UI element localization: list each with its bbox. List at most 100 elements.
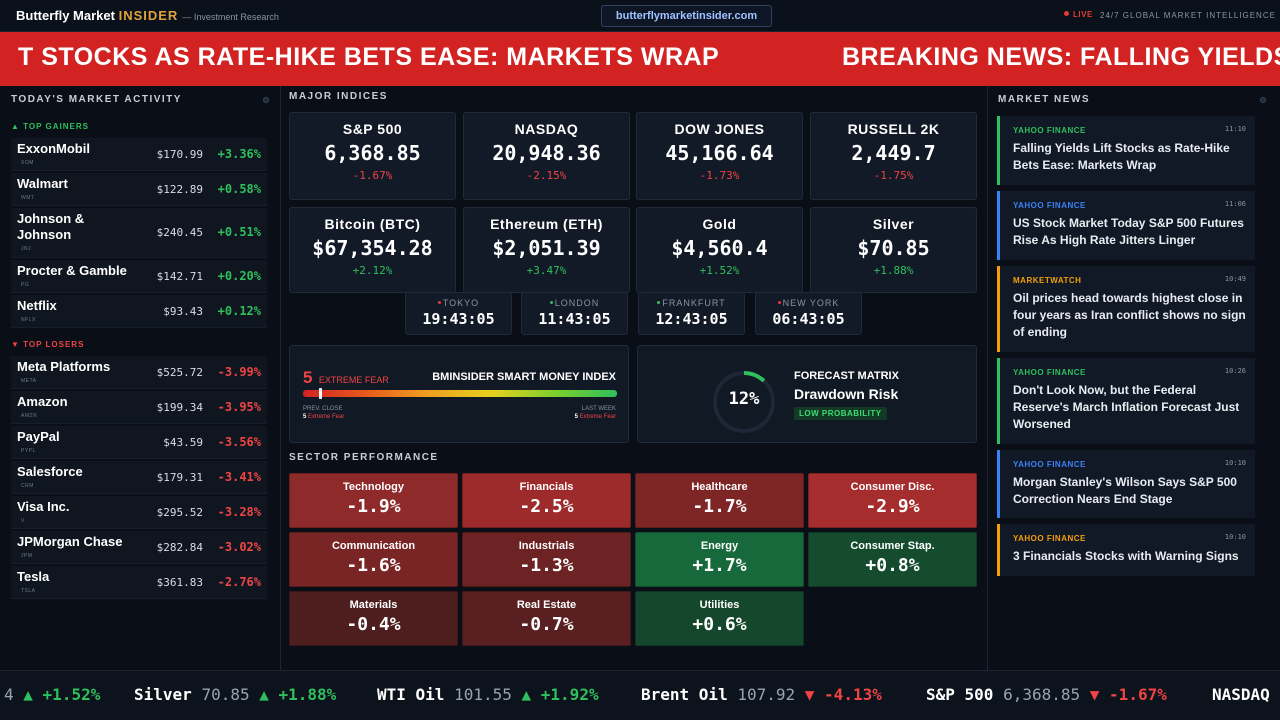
stock-row[interactable]: JPMorgan Chase JPM $282.84 -3.02% — [11, 531, 267, 564]
stock-row[interactable]: Tesla TSLA $361.83 -2.76% — [11, 566, 267, 599]
ticker-price: 4 — [4, 685, 14, 704]
sector-tile[interactable]: Consumer Disc. -2.9% — [808, 473, 977, 528]
index-value: 20,948.36 — [492, 141, 601, 165]
ticker-name: Brent Oil — [641, 685, 728, 704]
index-name: NASDAQ — [514, 121, 579, 137]
forecast-percent: 12% — [728, 389, 760, 409]
forecast-gauge-icon — [713, 371, 775, 433]
index-name: Bitcoin (BTC) — [324, 216, 421, 232]
stock-change: -3.95% — [217, 399, 261, 414]
sector-name: Consumer Stap. — [850, 540, 935, 552]
ticker-item[interactable]: Silver 70.85 ▲ +1.88% — [134, 685, 336, 704]
ticker-item[interactable]: 4 ▲ +1.52% — [4, 685, 100, 704]
sector-tile[interactable]: Communication -1.6% — [289, 532, 458, 587]
sector-tile[interactable]: Consumer Stap. +0.8% — [808, 532, 977, 587]
stock-price: $179.31 — [156, 470, 203, 484]
clock-city: TOKYO — [406, 298, 511, 308]
world-clock: LONDON 11:43:05 — [521, 292, 628, 335]
site-url-link[interactable]: butterflymarketinsider.com — [601, 5, 772, 27]
stock-row[interactable]: Netflix NFLX $93.43 +0.12% — [11, 295, 267, 328]
index-card[interactable]: DOW JONES 45,166.64 -1.73% — [636, 112, 803, 200]
stock-name: Amazon — [17, 394, 68, 409]
stock-row[interactable]: ExxonMobil XOM $170.99 +3.36% — [11, 138, 267, 171]
sector-tile[interactable]: Technology -1.9% — [289, 473, 458, 528]
news-item[interactable]: YAHOO FINANCE 10:10 3 Financials Stocks wi… — [997, 524, 1255, 576]
news-source: YAHOO FINANCE — [1013, 460, 1086, 469]
news-item[interactable]: YAHOO FINANCE 10:26 Don't Look Now, but th… — [997, 358, 1255, 444]
sector-tile[interactable]: Financials -2.5% — [462, 473, 631, 528]
index-change: -1.75% — [873, 169, 914, 182]
top-gainers-label: ▲ TOP GAINERS — [11, 122, 89, 131]
status-dot-icon — [263, 97, 269, 103]
stock-price: $525.72 — [156, 365, 203, 379]
news-item[interactable]: MARKETWATCH 10:49 Oil prices head towards … — [997, 266, 1255, 352]
index-name: Silver — [872, 216, 915, 232]
news-headline: Morgan Stanley's Wilson Says S&P 500 Cor… — [1013, 475, 1237, 506]
sector-name: Communication — [331, 540, 416, 552]
index-change: -1.73% — [699, 169, 740, 182]
ticker-item[interactable]: S&P 500 6,368.85 ▼ -1.67% — [926, 685, 1167, 704]
smart-money-index-card[interactable]: 5 EXTREME FEAR BMINSIDER SMART MONEY IND… — [289, 345, 629, 443]
world-clock: TOKYO 19:43:05 — [405, 292, 512, 335]
index-value: 6,368.85 — [324, 141, 421, 165]
stock-row[interactable]: Johnson & Johnson JNJ $240.45 +0.51% — [11, 208, 267, 258]
news-item[interactable]: YAHOO FINANCE 11:10 Falling Yields Lift St… — [997, 116, 1255, 185]
sector-tile[interactable]: Utilities +0.6% — [635, 591, 804, 646]
forecast-matrix-card[interactable]: 12% FORECAST MATRIX Drawdown Risk LOW PR… — [637, 345, 977, 443]
ticker-change: ▲ +1.52% — [23, 685, 101, 704]
sector-tile[interactable]: Industrials -1.3% — [462, 532, 631, 587]
index-name: RUSSELL 2K — [847, 121, 940, 137]
news-item[interactable]: YAHOO FINANCE 11:06 US Stock Market Today … — [997, 191, 1255, 260]
ticker-item[interactable]: NASDAQ — [1212, 685, 1270, 704]
market-status-dot-icon — [657, 301, 661, 304]
forecast-badge: LOW PROBABILITY — [794, 407, 887, 420]
stock-row[interactable]: Procter & Gamble PG $142.71 +0.20% — [11, 260, 267, 293]
breaking-news-banner[interactable]: T STOCKS AS RATE-HIKE BETS EASE: MARKETS… — [0, 32, 1280, 86]
ticker-item[interactable]: Brent Oil 107.92 ▼ -4.13% — [641, 685, 882, 704]
index-card[interactable]: Gold $4,560.4 +1.52% — [636, 207, 803, 293]
live-dot-icon — [1064, 11, 1069, 16]
news-headline: Don't Look Now, but the Federal Reserve'… — [1013, 383, 1240, 431]
ticker-item[interactable]: WTI Oil 101.55 ▲ +1.92% — [377, 685, 599, 704]
stock-change: -3.99% — [217, 364, 261, 379]
index-card[interactable]: Ethereum (ETH) $2,051.39 +3.47% — [463, 207, 630, 293]
index-value: $4,560.4 — [671, 236, 768, 260]
panel-title: TODAY'S MARKET ACTIVITY — [11, 94, 182, 105]
index-value: 2,449.7 — [851, 141, 936, 165]
clock-city-label: FRANKFURT — [662, 298, 726, 308]
index-card[interactable]: RUSSELL 2K 2,449.7 -1.75% — [810, 112, 977, 200]
ticker-name: Silver — [134, 685, 192, 704]
index-card[interactable]: Silver $70.85 +1.88% — [810, 207, 977, 293]
price-ticker[interactable]: 4 ▲ +1.52% Silver 70.85 ▲ +1.88% WTI Oil 1… — [0, 670, 1280, 720]
sector-value: -1.9% — [346, 496, 401, 517]
index-card[interactable]: S&P 500 6,368.85 -1.67% — [289, 112, 456, 200]
stock-row[interactable]: Walmart WMT $122.89 +0.58% — [11, 173, 267, 206]
sector-value: -1.6% — [346, 555, 401, 576]
sector-tile[interactable]: Materials -0.4% — [289, 591, 458, 646]
sector-tile[interactable]: Healthcare -1.7% — [635, 473, 804, 528]
ticker-price: 107.92 — [737, 685, 796, 704]
stock-row[interactable]: Salesforce CRM $179.31 -3.41% — [11, 461, 267, 494]
stock-row[interactable]: Visa Inc. V $295.52 -3.28% — [11, 496, 267, 529]
stock-name: Walmart — [17, 176, 68, 191]
news-headline: Falling Yields Lift Stocks as Rate-Hike … — [1013, 141, 1230, 172]
index-card[interactable]: NASDAQ 20,948.36 -2.15% — [463, 112, 630, 200]
sector-value: -0.7% — [519, 614, 574, 635]
stock-price: $93.43 — [163, 304, 203, 318]
sector-tile[interactable]: Real Estate -0.7% — [462, 591, 631, 646]
stock-row[interactable]: Meta Platforms META $525.72 -3.99% — [11, 356, 267, 389]
sector-value: +0.8% — [865, 555, 920, 576]
sector-tile[interactable]: Energy +1.7% — [635, 532, 804, 587]
brand-logo[interactable]: Butterfly Market INSIDER — Investment Res… — [16, 8, 279, 23]
smi-value: 5 — [303, 368, 313, 387]
news-item[interactable]: YAHOO FINANCE 10:10 Morgan Stanley's Wilso… — [997, 450, 1255, 518]
stock-change: -3.41% — [217, 469, 261, 484]
index-card[interactable]: Bitcoin (BTC) $67,354.28 +2.12% — [289, 207, 456, 293]
ticker-change: ▲ +1.92% — [521, 685, 599, 704]
stock-row[interactable]: Amazon AMZN $199.34 -3.95% — [11, 391, 267, 424]
sector-name: Healthcare — [691, 481, 748, 493]
index-name: Ethereum (ETH) — [490, 216, 603, 232]
ticker-change: ▼ -1.67% — [1089, 685, 1167, 704]
stock-row[interactable]: PayPal PYPL $43.59 -3.56% — [11, 426, 267, 459]
index-value: 45,166.64 — [665, 141, 774, 165]
